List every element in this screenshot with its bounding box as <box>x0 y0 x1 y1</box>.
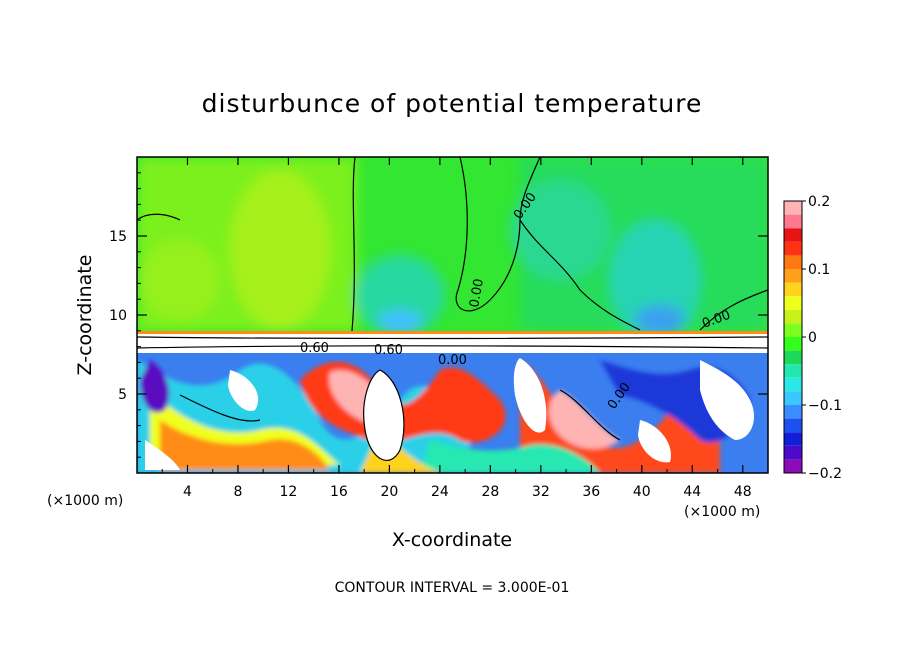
colorbar-swatch <box>784 459 802 473</box>
x-unit-left: (×1000 m) <box>47 493 123 509</box>
x-tick-label: 4 <box>183 484 192 500</box>
chart-title: disturbunce of potential temperature <box>202 89 703 118</box>
colorbar-swatch <box>784 309 802 324</box>
x-unit-right: (×1000 m) <box>684 504 760 520</box>
y-tick-label: 5 <box>118 387 127 403</box>
contour-interval-note: CONTOUR INTERVAL = 3.000E-01 <box>335 580 570 596</box>
white-void-patches <box>145 358 755 470</box>
colorbar-swatch <box>784 364 802 378</box>
y-axis: 5 10 15 <box>109 172 768 458</box>
colorbar-swatch <box>784 201 802 215</box>
colorbar-tick-label: 0.2 <box>808 194 830 210</box>
y-tick-label: 10 <box>109 308 127 324</box>
colorbar-swatch <box>784 228 802 242</box>
colorbar-swatch <box>784 377 802 392</box>
y-axis-label: Z-coordinate <box>74 255 96 376</box>
heatmap-field <box>137 157 768 473</box>
colorbar-swatch <box>784 241 802 256</box>
colorbar-swatch <box>784 296 802 310</box>
colorbar-swatch <box>784 337 802 351</box>
x-axis: 4 8 12 16 20 24 28 32 36 40 44 48 <box>161 157 752 500</box>
x-tick-label: 20 <box>380 484 398 500</box>
contour-label: 0.60 <box>374 343 403 358</box>
colorbar-tick-label: 0 <box>808 330 817 346</box>
x-tick-label: 8 <box>233 484 242 500</box>
x-tick-label: 48 <box>734 484 752 500</box>
colorbar-tick-label: −0.2 <box>808 466 842 482</box>
colorbar-swatch <box>784 214 802 229</box>
colorbar-swatch <box>784 323 802 337</box>
colorbar-swatch <box>784 445 802 460</box>
colorbar: 0.2 0.1 0 −0.1 −0.2 <box>783 194 842 482</box>
x-axis-label: X-coordinate <box>392 529 512 551</box>
x-tick-label: 32 <box>532 484 550 500</box>
x-tick-label: 16 <box>330 484 348 500</box>
x-tick-label: 28 <box>481 484 499 500</box>
colorbar-tick-label: −0.1 <box>808 398 842 414</box>
colorbar-swatch <box>784 418 802 433</box>
colorbar-swatch <box>784 282 802 297</box>
colorbar-swatch <box>784 350 802 365</box>
x-tick-label: 40 <box>633 484 651 500</box>
contour-label: 0.00 <box>467 278 487 309</box>
colorbar-swatch <box>784 391 802 405</box>
x-tick-label: 44 <box>683 484 701 500</box>
colorbar-swatch <box>784 269 802 283</box>
contour-label: 0.60 <box>300 341 329 356</box>
y-tick-label: 15 <box>109 229 127 245</box>
x-tick-label: 24 <box>431 484 449 500</box>
colorbar-swatch <box>784 432 802 446</box>
colorbar-tick-label: 0.1 <box>808 262 830 278</box>
x-tick-label: 12 <box>280 484 298 500</box>
contour-lines <box>137 157 768 461</box>
x-tick-label: 36 <box>582 484 600 500</box>
contour-label: 0.00 <box>438 353 467 368</box>
colorbar-swatch <box>784 405 802 419</box>
colorbar-swatch <box>784 255 802 269</box>
